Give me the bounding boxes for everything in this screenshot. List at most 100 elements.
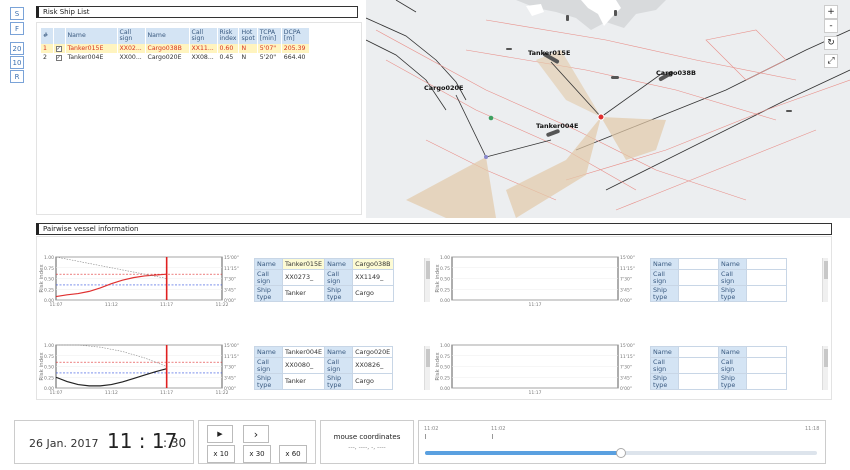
vessel-b-type: Cargo: [352, 285, 394, 302]
col-check[interactable]: [53, 28, 66, 44]
pair-chart-3[interactable]: 1.00 0.75 0.50 0.25 0.00 15'00" 11'15" 7'30" 3'4…: [36, 340, 246, 402]
row-num: 1: [41, 44, 54, 53]
map-canvas[interactable]: Tanker015E Cargo038B Cargo020E Tanker004…: [366, 0, 850, 218]
row-callsign-2: XX11...: [189, 44, 218, 53]
y2-tick-label: 15'00": [224, 343, 239, 349]
pair-info-table-1: Name Tanker015E Name Cargo038B Call sign XX0…: [254, 258, 394, 302]
time-slider-handle[interactable]: [616, 448, 626, 458]
col-num[interactable]: #: [41, 28, 54, 44]
row-num: 2: [41, 53, 54, 62]
speed-x30-button[interactable]: x 30: [243, 445, 271, 463]
map-label-tanker015e[interactable]: Tanker015E: [528, 49, 570, 57]
info-scrollbar-4[interactable]: [822, 346, 828, 390]
vessel-a-name: Tanker004E: [281, 346, 326, 358]
date-label: 26 Jan. 2017: [29, 437, 99, 450]
info-scrollbar-1[interactable]: [424, 258, 430, 302]
info-scrollbar-3[interactable]: [424, 346, 430, 390]
risk-ship-list: # Name Call sign Name Call sign Risk ind…: [36, 22, 362, 215]
row-hot-spot: N: [238, 53, 258, 62]
vessel-a-name: Tanker015E: [281, 258, 326, 270]
col-callsign-1[interactable]: Call sign: [117, 28, 146, 44]
pair-chart-2[interactable]: 1.00 0.75 0.50 0.25 0.00 15'00" 11'15" 7'30" 3'4…: [432, 252, 642, 314]
vessel-a-callsign: XX0273_: [281, 269, 326, 286]
x-tick-label: 11:17: [160, 302, 173, 308]
reset-r-button[interactable]: R: [10, 70, 24, 83]
count-10-button[interactable]: 10: [10, 56, 24, 69]
x-tick-label: 11:22: [216, 302, 229, 308]
y-axis-label: Risk index: [39, 352, 45, 381]
vessel-b-name: Cargo038B: [352, 258, 394, 270]
y-tick-label: 0.00: [44, 386, 54, 392]
sea-map[interactable]: Tanker015E Cargo038B Cargo020E Tanker004…: [366, 0, 850, 218]
pair-info-table-2: Name Name Call sign Call sign Ship type Shi…: [650, 258, 787, 302]
x-tick-label: 11:07: [50, 302, 63, 308]
y-tick-label: 0.00: [440, 298, 450, 304]
y2-tick-label: 11'15": [620, 354, 635, 360]
playback-controls: ▶ › x 10 x 30 x 60: [198, 420, 316, 464]
row-callsign-1: XX00...: [117, 53, 146, 62]
speed-s-button[interactable]: S: [10, 7, 24, 20]
y2-tick-label: 7'30": [224, 365, 236, 371]
table-row[interactable]: 1 ✓ Tanker015E XX02... Cargo038B XX11...…: [41, 44, 310, 53]
pair-info-table-3: Name Tanker004E Name Cargo020E Call sign XX0…: [254, 346, 394, 390]
reset-rotation-icon[interactable]: ↻: [824, 36, 838, 50]
y-tick-label: 1.00: [440, 255, 450, 261]
map-label-cargo020e[interactable]: Cargo020E: [424, 84, 464, 92]
row-checkbox[interactable]: ✓: [53, 44, 66, 53]
y2-tick-label: 0'00": [224, 298, 236, 304]
slider-tick-start: 11:02: [424, 426, 439, 432]
row-callsign-1: XX02...: [117, 44, 146, 53]
col-name-1[interactable]: Name: [65, 28, 118, 44]
y2-tick-label: 15'00": [620, 343, 635, 349]
y-tick-label: 1.00: [44, 255, 54, 261]
y-tick-label: 1.00: [44, 343, 54, 349]
play-button[interactable]: ▶: [207, 425, 233, 443]
col-risk-index[interactable]: Risk index: [217, 28, 240, 44]
vessel-b-callsign: XX0826_: [352, 357, 394, 374]
speed-x10-button[interactable]: x 10: [207, 445, 235, 463]
x-tick-label: 11:17: [160, 390, 173, 396]
time-slider-track[interactable]: [425, 448, 817, 458]
y2-tick-label: 11'15": [224, 354, 239, 360]
table-row[interactable]: 2 ✓ Tanker004E XX00... Cargo020E XX08...…: [41, 53, 310, 62]
step-forward-button[interactable]: ›: [243, 425, 269, 443]
time-seconds: : 30: [163, 436, 187, 450]
row-callsign-2: XX08...: [189, 53, 218, 62]
y-axis-label: Risk index: [39, 264, 45, 293]
map-label-tanker004e[interactable]: Tanker004E: [536, 122, 578, 130]
count-20-button[interactable]: 20: [10, 42, 24, 55]
y2-tick-label: 7'30": [620, 365, 632, 371]
y2-tick-label: 11'15": [224, 266, 239, 272]
y-tick-label: 0.50: [440, 277, 450, 283]
risk-panel-title: Risk Ship List: [36, 6, 358, 18]
info-scrollbar-2[interactable]: [822, 258, 828, 302]
zoom-in-button[interactable]: +: [824, 5, 838, 19]
fullscreen-icon[interactable]: ⤢: [824, 54, 838, 68]
col-hot-spot[interactable]: Hot spot: [238, 28, 258, 44]
time-hour-minute: 11 : 17: [107, 429, 178, 453]
pair-panel-title: Pairwise vessel information: [36, 223, 832, 235]
col-callsign-2[interactable]: Call sign: [189, 28, 218, 44]
y2-tick-label: 3'45": [224, 287, 236, 293]
col-dcpa[interactable]: DCPA [m]: [281, 28, 310, 44]
speed-f-button[interactable]: F: [10, 22, 24, 35]
speed-x60-button[interactable]: x 60: [279, 445, 307, 463]
col-name-2[interactable]: Name: [145, 28, 190, 44]
pair-chart-1[interactable]: 1.00 0.75 0.50 0.25 0.00 15'00" 11'15" 7'30" 3'4…: [36, 252, 246, 314]
x-tick-label: 11:22: [216, 390, 229, 396]
zoom-out-button[interactable]: -: [824, 19, 838, 33]
pair-chart-4[interactable]: 1.00 0.75 0.50 0.25 0.00 15'00" 11'15" 7'30" 3'4…: [432, 340, 642, 402]
y-tick-label: 0.25: [44, 287, 54, 293]
y-axis-label: Risk index: [435, 264, 441, 293]
y-tick-label: 0.75: [44, 354, 54, 360]
row-tcpa: 5'20": [257, 53, 282, 62]
y2-tick-label: 0'00": [620, 386, 632, 392]
map-label-cargo038b[interactable]: Cargo038B: [656, 69, 696, 77]
row-name-1: Tanker015E: [65, 44, 118, 53]
col-tcpa[interactable]: TCPA [min]: [257, 28, 282, 44]
y2-tick-label: 3'45": [620, 287, 632, 293]
row-name-1: Tanker004E: [65, 53, 118, 62]
row-tcpa: 5'07": [257, 44, 282, 53]
vessel-b-name: Cargo020E: [352, 346, 394, 358]
row-checkbox[interactable]: ✓: [53, 53, 66, 62]
